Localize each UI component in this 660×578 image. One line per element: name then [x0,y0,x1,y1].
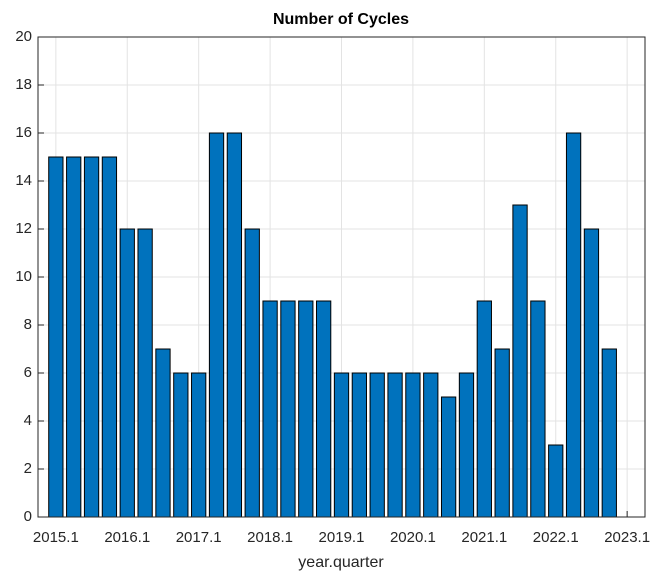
bar [369,372,385,518]
bar [226,132,243,518]
y-tick-label: 12 [15,220,32,237]
bar [387,372,403,518]
bar [333,372,350,518]
bar [458,372,475,518]
bar [476,300,492,518]
x-tick-label: 2019.1 [319,529,365,546]
bar [262,300,278,518]
bar [83,156,100,518]
bar [530,300,546,518]
y-tick-label: 18 [15,76,32,93]
bar [440,396,457,518]
x-tick-label: 2022.1 [533,529,579,546]
bar [280,300,296,518]
bar [548,444,564,518]
bar [173,372,189,518]
y-tick-label: 4 [24,412,32,429]
bar [494,348,510,518]
bar [48,156,64,518]
x-tick-label: 2017.1 [176,529,222,546]
bar [244,228,260,518]
bar [137,228,153,518]
bar [423,372,439,518]
x-tick-label: 2023.1 [604,529,650,546]
bar [351,372,367,518]
y-tick-label: 14 [15,172,32,189]
bar [208,132,225,518]
bar [565,132,582,518]
bar [101,156,118,518]
x-tick-label: 2015.1 [33,529,79,546]
bar [512,204,528,518]
y-tick-label: 16 [15,124,32,141]
x-tick-label: 2018.1 [247,529,293,546]
bar [119,228,135,518]
y-tick-label: 20 [15,28,32,45]
bar [155,348,171,518]
y-tick-label: 8 [24,316,32,333]
x-axis-label: year.quarter [298,554,384,571]
y-tick-label: 10 [15,268,32,285]
y-tick-label: 0 [24,508,32,525]
x-tick-label: 2021.1 [461,529,507,546]
chart-title: Number of Cycles [273,11,409,28]
bar [191,372,207,518]
x-tick-label: 2020.1 [390,529,436,546]
bar [298,300,314,518]
axes-box [37,36,646,518]
y-tick-label: 6 [24,364,32,381]
x-tick-label: 2016.1 [104,529,150,546]
bar [405,372,421,518]
bar [601,348,617,518]
y-tick-label: 2 [24,460,32,477]
bar [66,156,82,518]
bar [583,228,600,518]
bar [316,300,332,518]
